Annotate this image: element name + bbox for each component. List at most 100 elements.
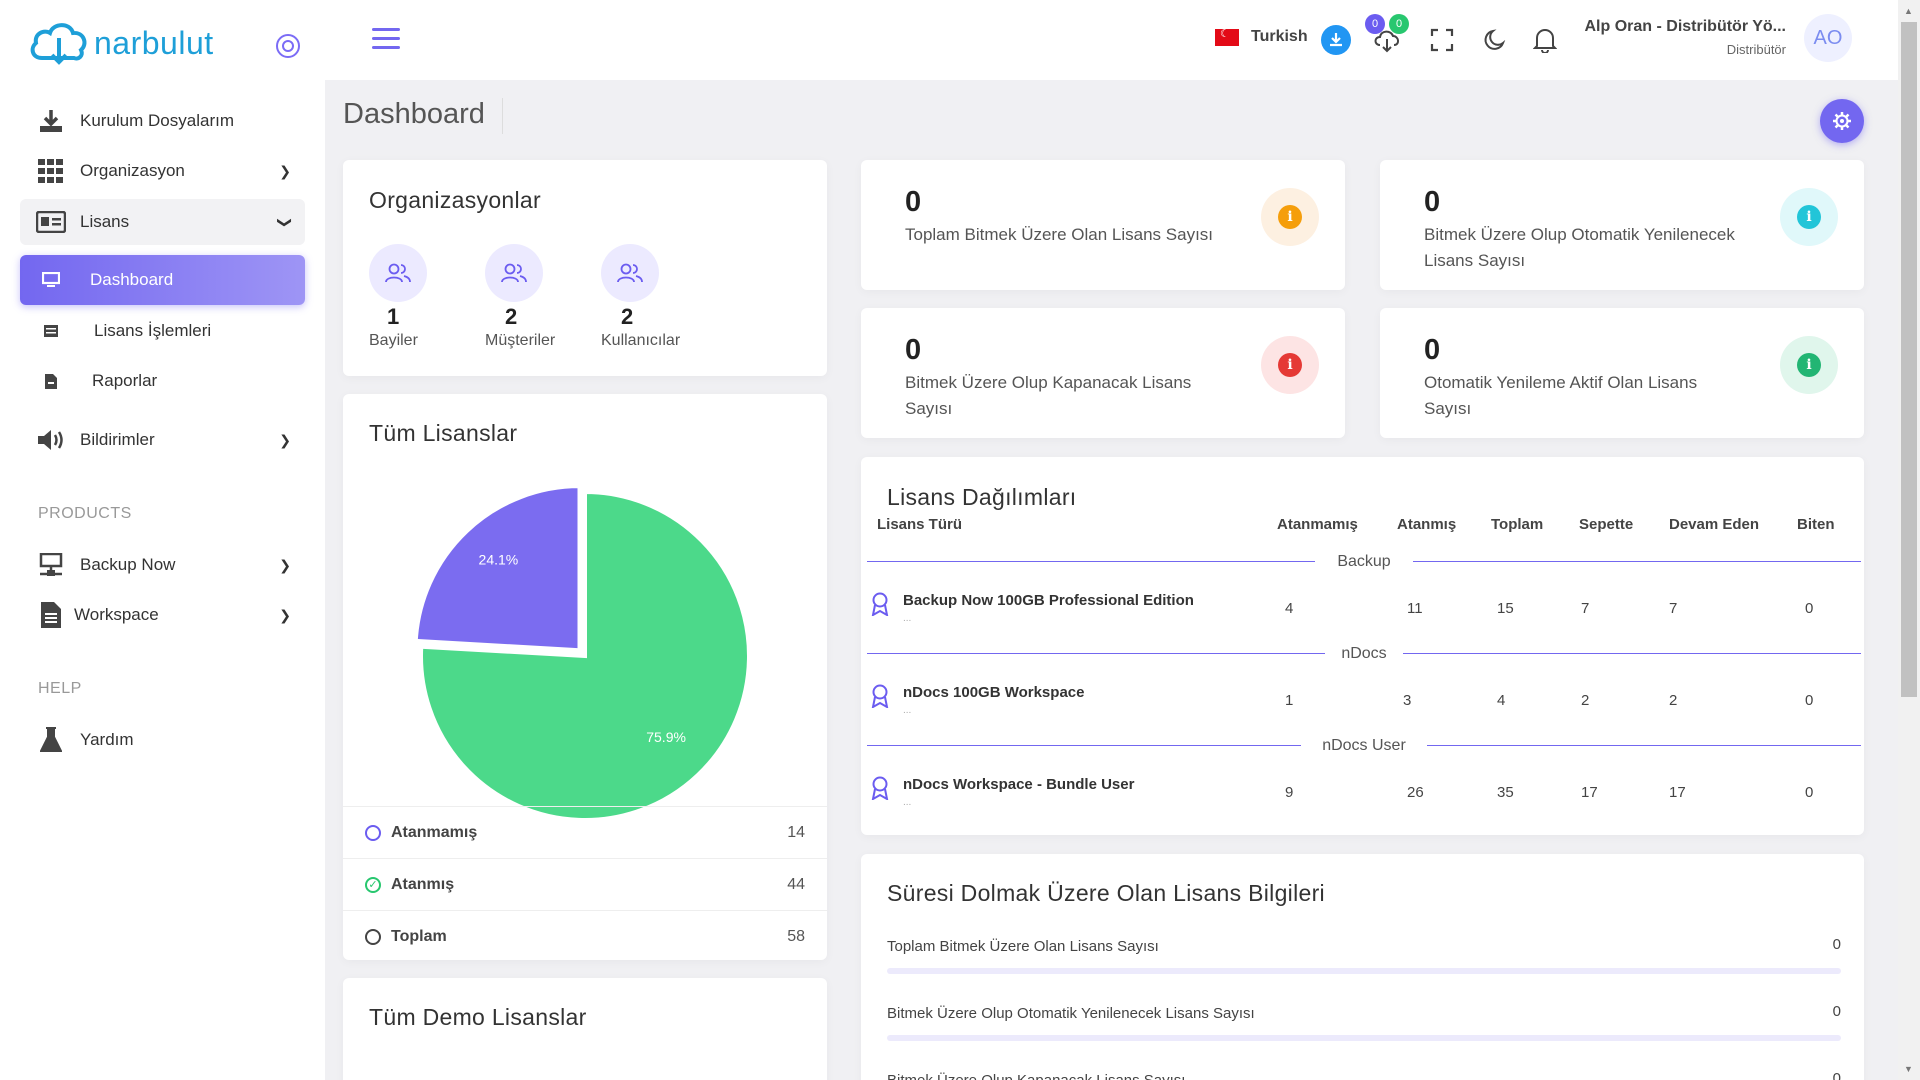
pie-slice-label: 24.1% (479, 551, 519, 567)
sidebar-item-yardim[interactable]: Yardım (20, 717, 305, 763)
fullscreen-button[interactable] (1424, 22, 1460, 58)
sidebar-item-label: Lisans (80, 212, 130, 231)
pie-slice-label: 75.9% (646, 729, 686, 745)
info-icon: i (1261, 188, 1319, 246)
language-selector[interactable]: Turkish (1215, 27, 1308, 46)
sidebar-item-dashboard[interactable]: Dashboard (20, 255, 305, 305)
circle-outline-icon (365, 928, 381, 945)
cell-biten: 0 (1805, 691, 1814, 709)
license-name: Backup Now 100GB Professional Edition (903, 592, 1194, 609)
settings-button[interactable] (1820, 99, 1864, 143)
column-header: Atanmamış (1277, 515, 1358, 533)
download-button[interactable] (1318, 22, 1354, 58)
hamburger-menu-icon[interactable] (372, 28, 400, 55)
legend-row-assigned[interactable]: ✓ Atanmış 44 (343, 858, 827, 910)
title-divider (502, 98, 503, 134)
cell-atanmamis: 9 (1285, 783, 1294, 801)
document-icon (36, 600, 66, 630)
id-card-icon (36, 207, 66, 237)
speaker-icon (36, 425, 66, 455)
license-pie-chart[interactable]: 24.1% 75.9% (343, 446, 827, 846)
sidebar-item-bildirimler[interactable]: Bildirimler ❯ (20, 417, 305, 463)
sidebar-item-backup-now[interactable]: Backup Now ❯ (20, 542, 305, 588)
cell-devam-eden: 17 (1669, 783, 1686, 801)
table-row[interactable]: nDocs Workspace - Bundle User... 9 26 35… (867, 769, 1861, 815)
group-row: nDocs User (867, 723, 1861, 769)
user-role: Distribütör (1726, 42, 1786, 57)
logo-text: narbulut (94, 24, 214, 61)
scroll-up-arrow-icon[interactable]: ▲ (1904, 6, 1913, 16)
gear-icon (1833, 112, 1851, 130)
table-row[interactable]: Backup Now 100GB Professional Edition...… (867, 585, 1861, 631)
stat-card-auto-renew-active[interactable]: 0 Otomatik Yenileme Aktif Olan Lisans Sa… (1380, 308, 1864, 438)
cell-sepette: 17 (1581, 783, 1598, 801)
org-label: Kullanıcılar (601, 332, 681, 349)
notification-count-badge: 0 (1365, 14, 1385, 34)
section-label-help: HELP (38, 680, 82, 697)
page-scrollbar[interactable]: ▲ ▼ (1898, 0, 1920, 1080)
fullscreen-icon (1430, 28, 1454, 52)
legend-row-unassigned[interactable]: Atanmamış 14 (343, 806, 827, 858)
downloads-queue-button[interactable] (1369, 22, 1405, 58)
group-label: nDocs (1341, 645, 1387, 662)
stat-card-auto-renew-expiring[interactable]: 0 Bitmek Üzere Olup Otomatik Yenilenecek… (1380, 160, 1864, 290)
group-row: nDocs (867, 631, 1861, 677)
server-icon (36, 550, 66, 580)
expiring-row-label: Bitmek Üzere Olup Otomatik Yenilenecek L… (887, 1005, 1255, 1022)
expiring-row-label: Toplam Bitmek Üzere Olan Lisans Sayısı (887, 938, 1159, 955)
sidebar-item-lisans[interactable]: Lisans ❯ (20, 199, 305, 245)
info-icon: i (1261, 336, 1319, 394)
cell-atanmis: 11 (1407, 599, 1423, 617)
notifications-button[interactable] (1527, 22, 1563, 58)
demo-licenses-card: Tüm Demo Lisanslar (343, 978, 827, 1080)
license-distribution-title: Lisans Dağılımları (887, 484, 1077, 510)
org-stat-musteriler[interactable]: 2 Müşteriler (485, 244, 555, 350)
expiring-licenses-card: Süresi Dolmak Üzere Olan Lisans Bilgiler… (861, 854, 1864, 1080)
sidebar-item-workspace[interactable]: Workspace ❯ (20, 592, 305, 638)
cloud-logo-icon (30, 23, 87, 65)
license-sub: ... (903, 705, 912, 716)
expiring-progress-bar (887, 1035, 1841, 1041)
sidebar-item-label: Raporlar (92, 371, 158, 390)
chevron-down-icon: ❯ (277, 216, 294, 228)
scroll-down-arrow-icon[interactable]: ▼ (1904, 1064, 1913, 1074)
stat-card-closing-expiring[interactable]: 0 Bitmek Üzere Olup Kapanacak Lisans Say… (861, 308, 1345, 438)
org-stat-kullanicilar[interactable]: 2 Kullanıcılar (601, 244, 680, 350)
sidebar-item-kurulum-dosyalarim[interactable]: Kurulum Dosyalarım (20, 98, 305, 144)
moon-icon (1484, 29, 1506, 50)
table-row[interactable]: nDocs 100GB Workspace... 1 3 4 2 2 0 (867, 677, 1861, 723)
all-licenses-card: Tüm Lisanslar 24.1% 75.9% Atanmamış 14 ✓ … (343, 394, 827, 960)
cell-toplam: 4 (1497, 691, 1506, 709)
cell-atanmis: 26 (1407, 783, 1424, 801)
chevron-right-icon: ❯ (279, 556, 291, 573)
column-header: Biten (1797, 515, 1835, 533)
dark-mode-toggle[interactable] (1477, 22, 1513, 58)
user-name[interactable]: Alp Oran - Distribütör Yö... (1584, 18, 1787, 35)
sidebar-item-lisans-islemleri[interactable]: Lisans İşlemleri (20, 308, 305, 354)
scrollbar-thumb[interactable] (1901, 22, 1917, 697)
circle-outline-icon (365, 824, 381, 841)
sidebar-item-organizasyon[interactable]: Organizasyon ❯ (20, 148, 305, 194)
avatar[interactable]: AO (1804, 14, 1852, 62)
award-ribbon-icon (871, 592, 889, 616)
org-stat-bayiler[interactable]: 1 Bayiler (369, 244, 427, 350)
logo[interactable]: narbulut (28, 18, 214, 68)
stat-value: 0 (1424, 186, 1441, 218)
pie-slice-1[interactable] (419, 489, 751, 822)
column-header: Toplam (1491, 515, 1544, 533)
monitor-icon (40, 265, 62, 295)
org-label: Bayiler (369, 332, 418, 349)
stat-value: 0 (1424, 334, 1441, 366)
page-title: Dashboard (343, 98, 485, 130)
pie-slice-0[interactable] (413, 484, 582, 653)
sidebar-collapse-toggle[interactable] (276, 34, 300, 58)
expiring-licenses-title: Süresi Dolmak Üzere Olan Lisans Bilgiler… (887, 880, 1325, 906)
stat-card-total-expiring[interactable]: 0 Toplam Bitmek Üzere Olan Lisans Sayısı… (861, 160, 1345, 290)
cell-atanmamis: 1 (1285, 691, 1294, 709)
cell-biten: 0 (1805, 599, 1814, 617)
sidebar-item-raporlar[interactable]: Raporlar (20, 358, 305, 404)
expiring-row-value: 0 (1832, 936, 1841, 953)
legend-row-total[interactable]: Toplam 58 (343, 910, 827, 962)
award-ribbon-icon (871, 684, 889, 708)
stat-label: Bitmek Üzere Olup Kapanacak Lisans Sayıs… (905, 373, 1192, 418)
